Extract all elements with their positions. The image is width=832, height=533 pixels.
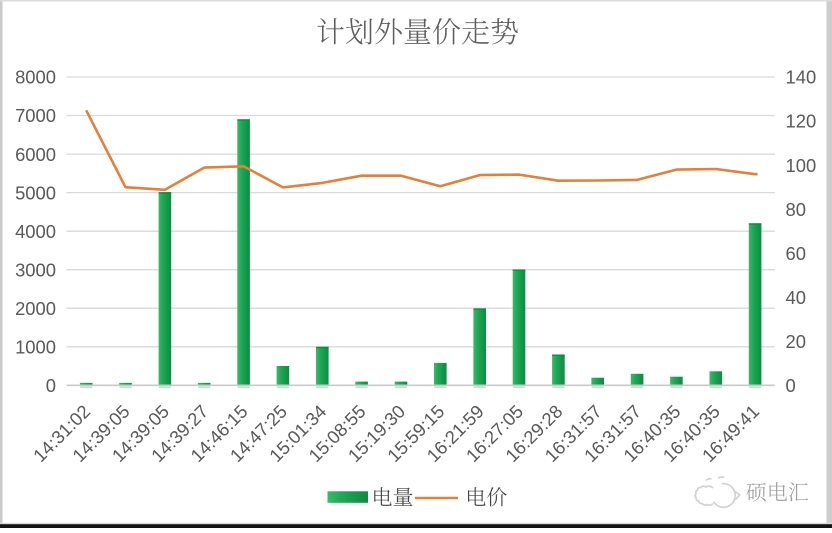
svg-text:3000: 3000 (15, 259, 56, 280)
svg-text:60: 60 (786, 243, 806, 264)
svg-text:8000: 8000 (15, 67, 56, 88)
svg-text:2000: 2000 (15, 298, 56, 319)
svg-text:20: 20 (786, 331, 806, 352)
svg-text:100: 100 (786, 155, 817, 176)
svg-text:7000: 7000 (15, 105, 56, 126)
svg-text:0: 0 (46, 375, 56, 396)
svg-text:40: 40 (786, 287, 806, 308)
svg-text:6000: 6000 (15, 144, 56, 165)
svg-text:120: 120 (786, 111, 817, 132)
svg-text:80: 80 (786, 199, 806, 220)
svg-text:4000: 4000 (15, 221, 56, 242)
svg-text:1000: 1000 (15, 337, 56, 358)
svg-text:0: 0 (786, 375, 796, 396)
svg-text:5000: 5000 (15, 182, 56, 203)
svg-text:140: 140 (786, 67, 817, 88)
